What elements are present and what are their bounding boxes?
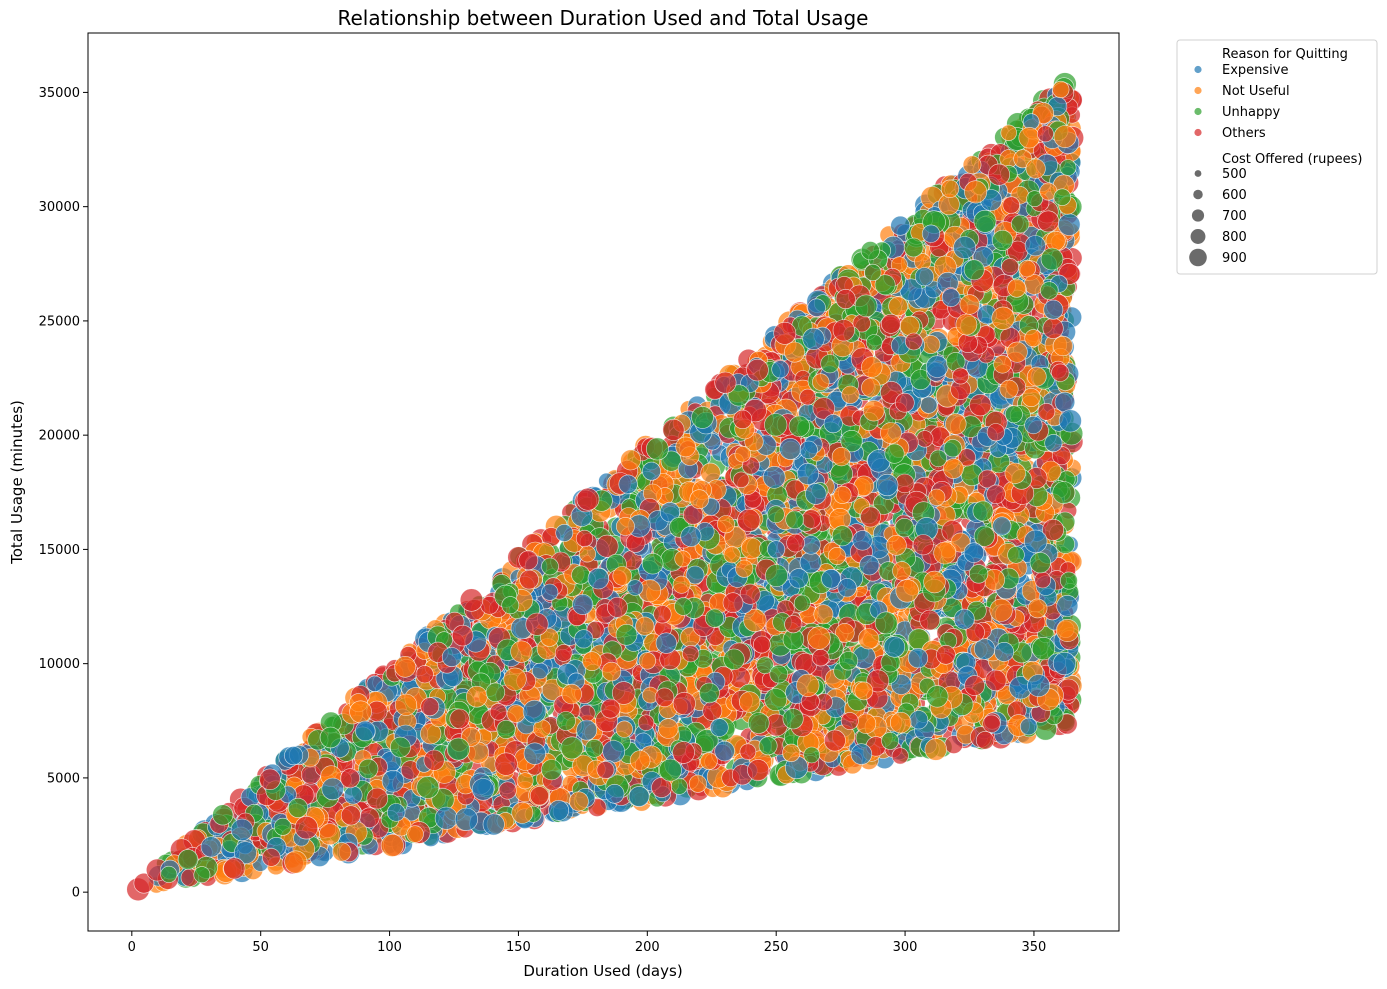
data-point: [1037, 210, 1060, 233]
data-point: [688, 774, 707, 793]
chart-title: Relationship between Duration Used and T…: [338, 6, 869, 30]
scatter-points: [126, 72, 1085, 902]
